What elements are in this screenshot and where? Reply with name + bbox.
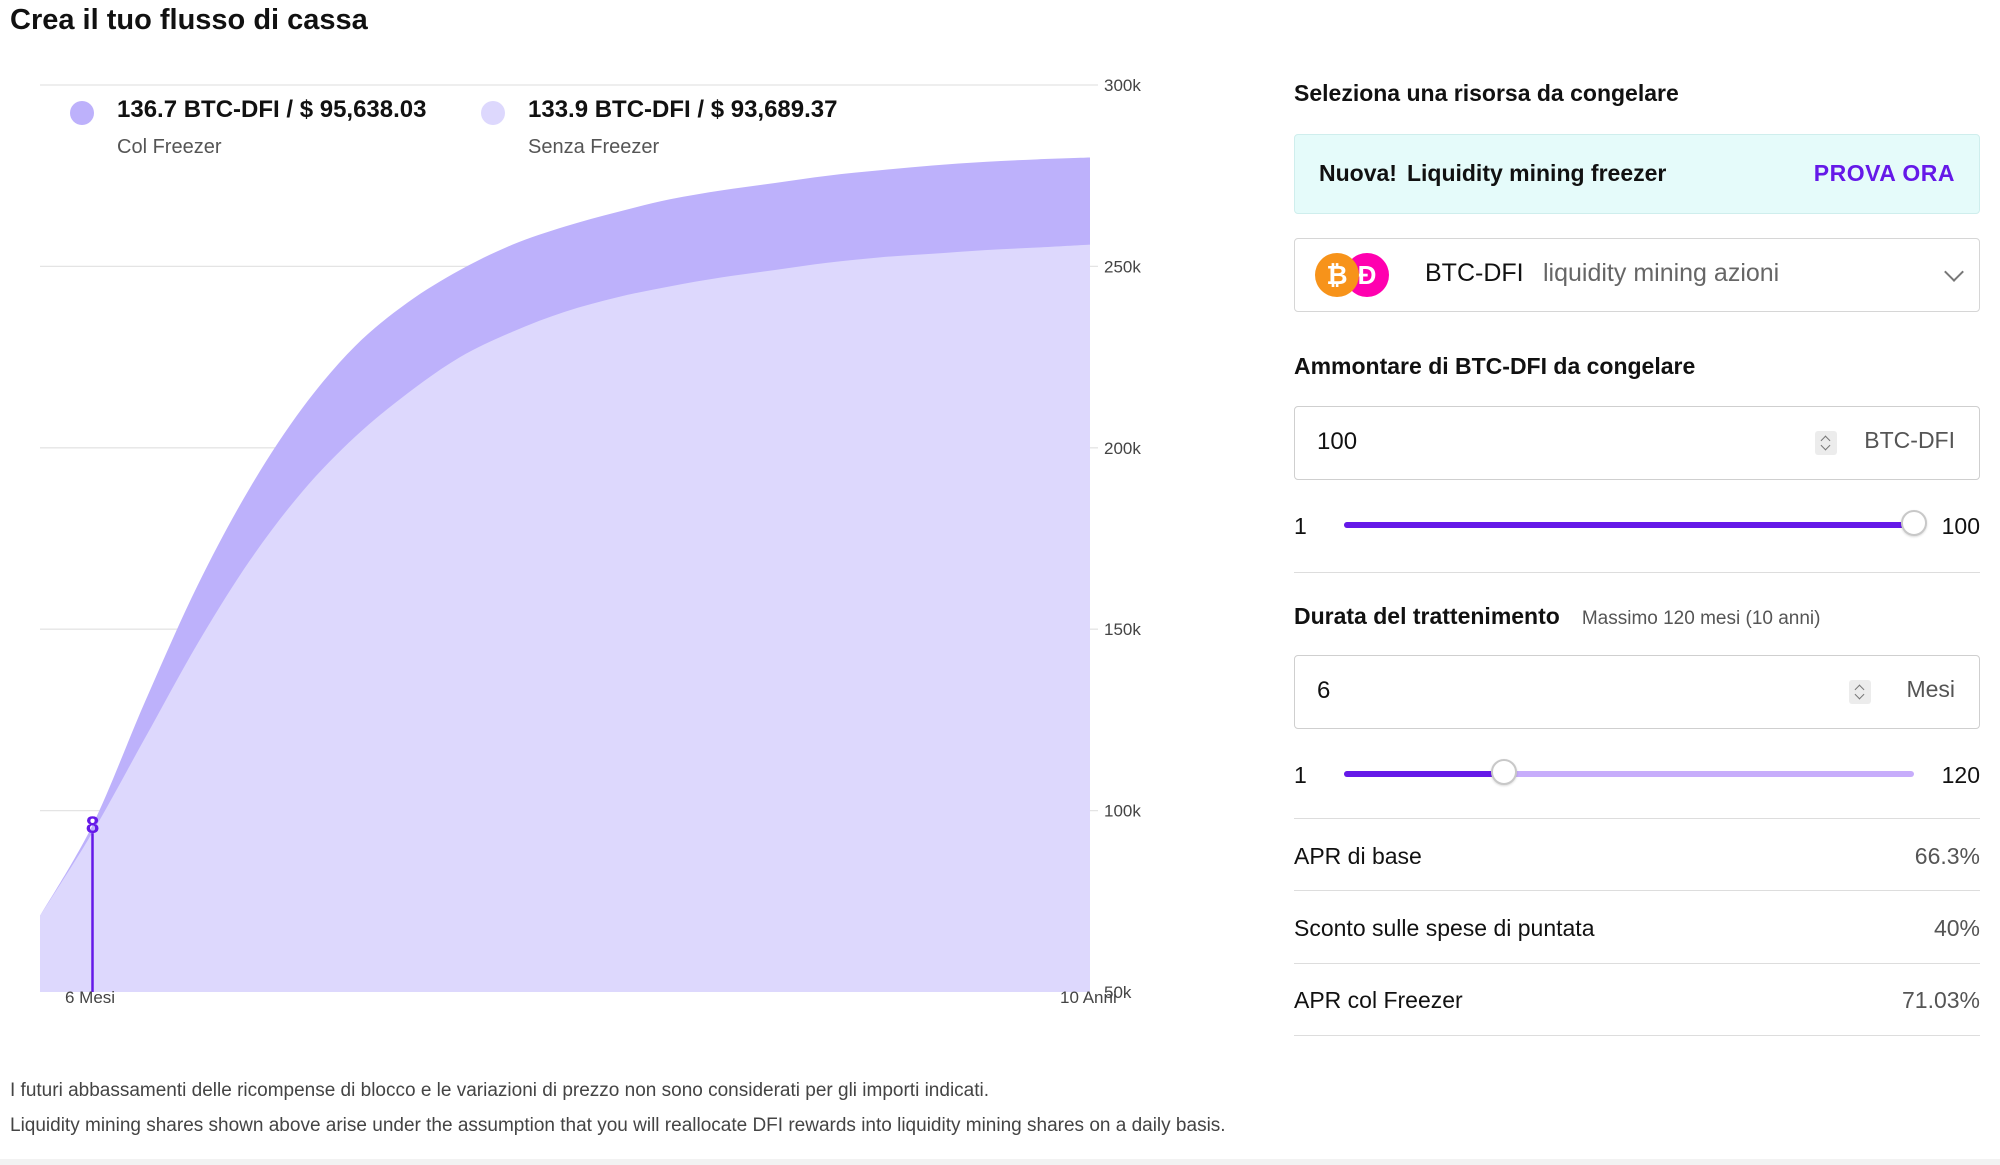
divider <box>1294 1035 1980 1036</box>
x-tick-start: 6 Mesi <box>65 988 115 1007</box>
duration-slider-fill <box>1344 771 1504 777</box>
legend-label-without-freezer: Senza Freezer <box>528 136 660 158</box>
amount-input[interactable] <box>1317 425 1737 459</box>
stat-value-freezer-apr: 71.03% <box>1901 987 1980 1013</box>
chevron-down-icon[interactable] <box>1944 262 1964 282</box>
chart-marker[interactable]: 8 <box>86 812 99 992</box>
page-title: Crea il tuo flusso di cassa <box>10 4 368 36</box>
footer-note-assumption: Liquidity mining shares shown above aris… <box>10 1115 1226 1136</box>
amount-slider-handle[interactable] <box>1901 510 1927 536</box>
divider <box>1294 963 1980 964</box>
stat-label-base-apr: APR di base <box>1294 843 1422 869</box>
x-tick-end: 10 Anni <box>1060 988 1117 1007</box>
asset-type: liquidity mining azioni <box>1543 259 1780 287</box>
banner-message: Liquidity mining freezer <box>1406 160 1667 186</box>
marker-handle-label[interactable]: 8 <box>86 812 99 839</box>
amount-max: 100 <box>1941 513 1980 539</box>
legend-value-with-freezer: 136.7 BTC-DFI / $ 95,638.03 <box>117 96 427 123</box>
legend-value-without-freezer: 133.9 BTC-DFI / $ 93,689.37 <box>528 96 838 123</box>
bitcoin-icon: ₿ <box>1315 253 1359 297</box>
x-axis-ticks: 6 Mesi 10 Anni <box>65 988 1117 1007</box>
amount-unit: BTC-DFI <box>1864 427 1955 453</box>
duration-slider[interactable] <box>1344 759 1914 785</box>
y-tick-label: 150k <box>1104 620 1141 639</box>
chart-areas <box>40 157 1090 992</box>
amount-slider[interactable] <box>1344 510 1927 536</box>
amount-label: Ammontare di BTC-DFI da congelare <box>1294 353 1696 379</box>
duration-slider-handle[interactable] <box>1490 759 1517 785</box>
stat-value-staking-discount: 40% <box>1933 915 1980 941</box>
promo-banner: Nuova! Liquidity mining freezer PROVA ORA <box>1294 134 1980 214</box>
stat-label-freezer-apr: APR col Freezer <box>1294 987 1463 1013</box>
divider <box>1294 890 1980 891</box>
duration-max: 120 <box>1941 762 1980 788</box>
y-tick-label: 100k <box>1104 802 1141 821</box>
y-axis-ticks: 300k 250k 200k 150k 100k 50k <box>1104 76 1141 1002</box>
asset-select[interactable]: ₿ Đ BTC-DFI liquidity mining azioni <box>1294 238 1980 312</box>
y-tick-label: 50k <box>1104 983 1132 1002</box>
asset-select-label: Seleziona una risorsa da congelare <box>1294 80 1679 106</box>
duration-min: 1 <box>1294 762 1307 788</box>
asset-token: BTC-DFI <box>1425 259 1524 287</box>
y-tick-label: 250k <box>1104 257 1141 276</box>
amount-field[interactable]: BTC-DFI <box>1294 406 1980 480</box>
stat-value-base-apr: 66.3% <box>1914 843 1980 869</box>
legend-label-with-freezer: Col Freezer <box>117 136 222 158</box>
divider <box>1294 818 1980 819</box>
amount-stepper[interactable] <box>1815 431 1837 455</box>
banner-tag: Nuova! <box>1319 160 1397 186</box>
bottom-bar <box>0 1159 2000 1165</box>
duration-input[interactable] <box>1317 674 1737 708</box>
legend-dot-with-freezer <box>70 101 94 125</box>
legend-dot-without-freezer <box>481 101 505 125</box>
amount-slider-fill <box>1344 522 1914 528</box>
try-now-link[interactable]: PROVA ORA <box>1813 160 1955 186</box>
duration-field[interactable]: Mesi <box>1294 655 1980 729</box>
y-tick-label: 200k <box>1104 439 1141 458</box>
duration-label: Durata del trattenimento Massimo 120 mesi… <box>1294 603 1820 630</box>
cash-flow-chart: 8 300k 250k 200k 150k 100k 50k 6 Mesi 10 Anni <box>40 76 1141 1007</box>
duration-hint: Massimo 120 mesi (10 anni) <box>1581 608 1821 629</box>
divider <box>1294 572 1980 573</box>
footer-note-rewards: I futuri abbassamenti delle ricompense d… <box>10 1080 990 1101</box>
duration-stepper[interactable] <box>1849 680 1871 704</box>
amount-min: 1 <box>1294 513 1307 539</box>
banner-text: Nuova! Liquidity mining freezer <box>1319 160 1666 187</box>
duration-title: Durata del trattenimento <box>1294 603 1560 629</box>
stat-label-staking-discount: Sconto sulle spese di puntata <box>1294 915 1595 941</box>
area-without-freezer <box>40 244 1090 992</box>
duration-unit: Mesi <box>1906 676 1955 702</box>
y-tick-label: 300k <box>1104 76 1141 95</box>
